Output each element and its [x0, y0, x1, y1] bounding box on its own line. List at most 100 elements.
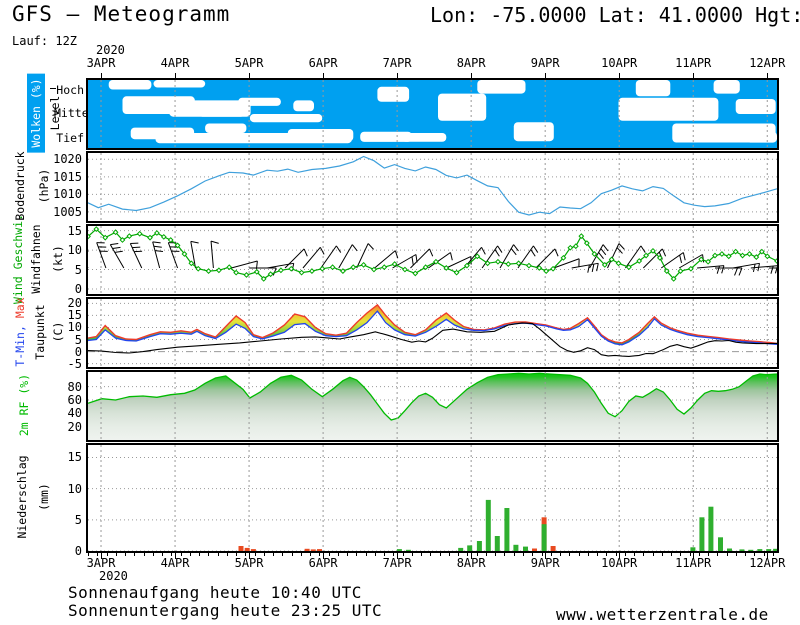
wind-point-marker [167, 237, 174, 243]
temp-min-line [88, 310, 777, 346]
wind-point-marker [233, 269, 240, 276]
cloud-cover-panel [86, 78, 779, 150]
temp-max-label: Max [13, 297, 27, 319]
location-coordinates: Lon: -75.0000 Lat: 41.0000 Hgt: [430, 3, 800, 27]
x-axis-minor-tick [245, 553, 247, 556]
precip-ytick-label: 0 [74, 544, 82, 558]
x-axis-minor-tick [337, 553, 339, 556]
x-axis-minor-tick [291, 553, 293, 556]
x-axis-date-label-bottom: 6APR [308, 556, 338, 570]
x-axis-date-label-top: 11APR [675, 56, 712, 70]
wind-barb-staff [210, 241, 214, 269]
precip-bar [513, 544, 519, 551]
wind-point-marker [102, 234, 109, 241]
x-axis-tick-bottom [174, 553, 177, 559]
wind-point-marker [181, 251, 188, 257]
sunrise-info: Sonnenaufgang heute 10:40 UTC [68, 583, 362, 602]
x-axis-date-label-top: 3APR [86, 56, 116, 70]
wind-point-marker [391, 261, 398, 267]
wind-point-marker [567, 244, 574, 251]
humidity-ytick-label: 40 [67, 406, 82, 421]
x-axis-minor-tick [569, 553, 571, 556]
cloud-gap [713, 80, 740, 94]
x-axis-minor-tick [115, 553, 117, 556]
wind-point-marker [515, 260, 522, 267]
year-label-top: 2020 [96, 43, 125, 57]
wind-barb-staff [284, 248, 305, 269]
wind-barb-feather [411, 256, 414, 265]
wind-ytick-label: 15 [67, 223, 82, 238]
x-axis-minor-tick [606, 553, 608, 556]
cloud-gap [635, 80, 671, 97]
x-axis-minor-tick [587, 553, 589, 556]
wind-barb-feather [530, 249, 536, 257]
cloud-gap [108, 80, 152, 90]
wind-point-marker [160, 233, 167, 240]
precip-bar [405, 549, 411, 551]
surface-pressure-panel [86, 151, 779, 223]
wind-point-marker [226, 264, 233, 271]
x-axis-date-label-top: 7APR [382, 56, 412, 70]
precip-bar [250, 549, 256, 551]
wind-barb-staff [625, 245, 642, 269]
wind-barb-staff [499, 244, 514, 269]
wind-barb-feather [618, 243, 625, 250]
model-run-label: Lauf: 12Z [12, 34, 78, 48]
wind-point-marker [340, 268, 346, 274]
x-axis-minor-tick [263, 553, 265, 556]
wind-point-marker [350, 264, 357, 271]
wind-point-marker [309, 268, 315, 274]
wind-point-marker [698, 256, 705, 263]
wind-point-marker [153, 230, 160, 236]
pressure-ytick-label: 1015 [53, 169, 82, 184]
sunset-info: Sonnenuntergang heute 23:25 UTC [68, 601, 383, 620]
x-axis-date-label-bottom: 10APR [601, 556, 638, 570]
wind-barb-feather [510, 248, 517, 256]
precip-bar [541, 524, 547, 551]
x-axis-tick-bottom [766, 553, 769, 559]
x-axis-date-label-top: 4APR [160, 56, 190, 70]
x-axis-minor-tick [772, 553, 774, 556]
precip-ytick-label: 5 [74, 512, 82, 527]
wind-point-marker [643, 252, 649, 259]
precip-bar [476, 541, 482, 551]
x-axis-minor-tick [421, 553, 423, 556]
x-axis-minor-tick [439, 553, 441, 556]
precip-bar [304, 548, 310, 551]
wind-point-marker [753, 254, 760, 260]
wind-ytick-label: 5 [74, 262, 82, 277]
wind-barb-staff [96, 242, 107, 269]
wind-barb-staff [446, 256, 471, 269]
humidity-line [88, 372, 777, 421]
x-axis-date-label-top: 8APR [456, 56, 486, 70]
wind-barb-staff [190, 241, 196, 269]
wind-barb-staff [571, 262, 599, 269]
wind-point-marker [433, 258, 439, 265]
wind-barb-feather [770, 265, 774, 274]
precip-bar [494, 536, 500, 551]
wind-barb-staff [320, 245, 337, 269]
wind-point-marker [725, 253, 732, 260]
wind-point-marker [774, 258, 777, 264]
pressure-line [88, 155, 777, 216]
wind-point-marker [560, 254, 567, 261]
x-axis-minor-tick [402, 553, 404, 556]
wind-barb-feather [110, 242, 119, 246]
precip-bar [238, 546, 244, 551]
wind-point-marker [443, 265, 450, 271]
wind-point-marker [243, 272, 250, 278]
x-axis-minor-tick [226, 553, 228, 556]
wind-point-marker [591, 251, 598, 257]
x-axis-tick-bottom [618, 553, 621, 559]
pressure-ytick-label: 1005 [53, 204, 82, 219]
x-axis-tick-bottom [470, 553, 473, 559]
cloud-gap [360, 131, 412, 142]
wind-barb-feather [272, 267, 277, 276]
x-axis-minor-tick [328, 553, 330, 556]
x-axis-minor-tick [726, 553, 728, 556]
temp-ytick-label: 0 [74, 344, 82, 359]
wind-barb-feather [602, 244, 609, 252]
wind-barb-feather [154, 250, 164, 253]
x-axis-minor-tick [634, 553, 636, 556]
x-axis-date-label-bottom: 9APR [530, 556, 560, 570]
